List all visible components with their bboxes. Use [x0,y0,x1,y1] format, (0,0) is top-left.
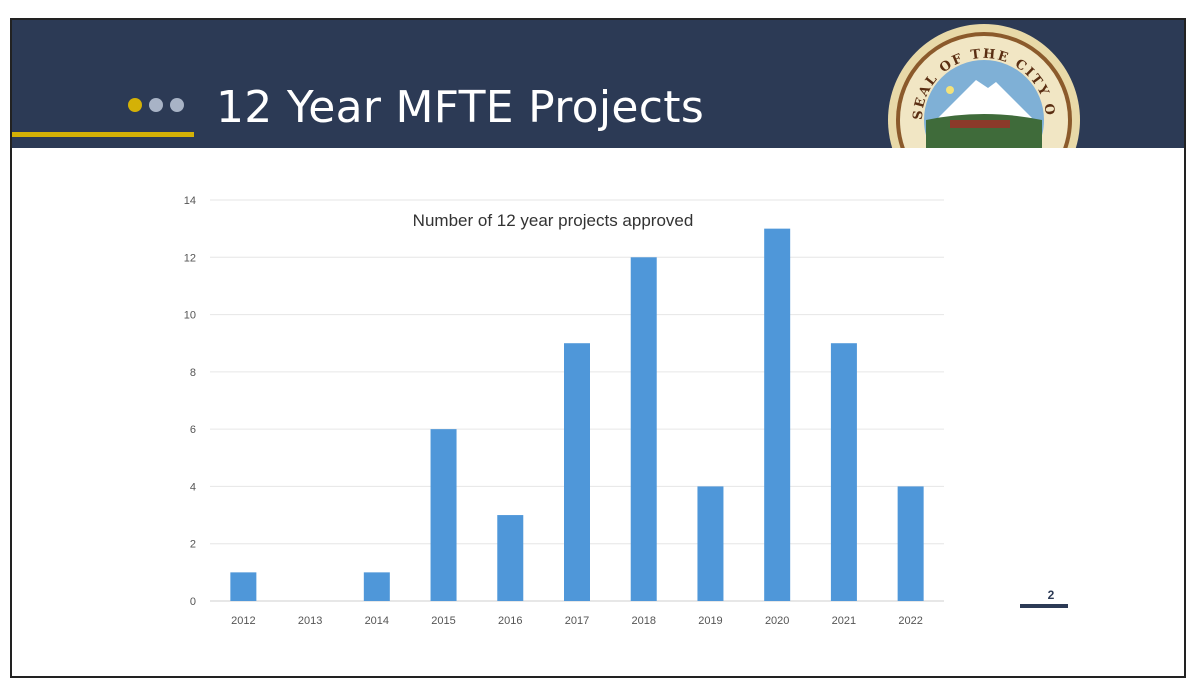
bar-2019 [697,486,724,601]
bar-2022 [897,486,924,601]
x-tick-label: 2021 [832,615,856,627]
page-number: 2 [1047,588,1055,602]
city-seal-logo: SEAL OF THE CITY OF TACOMA [880,20,1090,148]
x-tick-label: 2017 [565,615,589,627]
x-tick-label: 2014 [365,615,389,627]
header-accent-line [12,132,194,137]
slide: 12 Year MFTE Projects SEAL OF THE CITY O… [10,18,1186,678]
x-tick-label: 2012 [231,615,255,627]
bar-2018 [630,257,657,601]
page-number-bar [1020,604,1068,608]
x-tick-label: 2020 [765,615,789,627]
slide-title: 12 Year MFTE Projects [216,82,705,133]
y-tick-label: 6 [190,424,196,436]
dot-gray [170,98,184,112]
bar-chart: 0 2 4 6 8 10 12 14 2012 2013 2014 2015 2016 2017 2018… [184,195,944,627]
x-tick-label: 2016 [498,615,522,627]
bar-2021 [830,343,857,601]
y-tick-label: 14 [184,195,196,207]
x-tick-label: 2019 [698,615,722,627]
y-tick-label: 12 [184,252,196,264]
bar-2015 [430,429,457,601]
y-tick-label: 2 [190,539,196,551]
chart-bars [230,228,924,601]
bar-2020 [764,228,791,601]
x-axis-ticks: 2012 2013 2014 2015 2016 2017 2018 2019 2020 2021… [231,615,923,627]
slide-header: 12 Year MFTE Projects SEAL OF THE CITY O… [12,20,1184,148]
chart-title: Number of 12 year projects approved [413,211,694,230]
bar-2012 [230,572,257,601]
bar-2017 [564,343,590,601]
dot-gold [128,98,142,112]
x-tick-label: 2022 [898,615,922,627]
x-tick-label: 2018 [631,615,655,627]
y-axis-ticks: 0 2 4 6 8 10 12 14 [184,195,196,608]
x-tick-label: 2013 [298,615,322,627]
y-tick-label: 8 [190,367,196,379]
x-tick-label: 2015 [431,615,455,627]
y-tick-label: 0 [190,596,196,608]
y-tick-label: 10 [184,310,196,322]
y-tick-label: 4 [190,481,196,493]
bar-2016 [497,515,524,601]
decorative-dots [128,98,184,112]
bar-2014 [363,572,390,601]
dot-gray [149,98,163,112]
